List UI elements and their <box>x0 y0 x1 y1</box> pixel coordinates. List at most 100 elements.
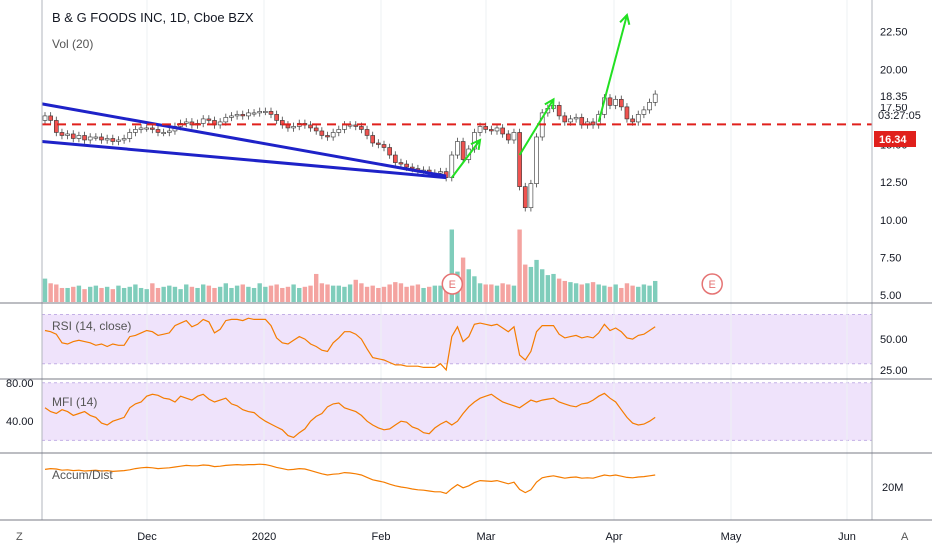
candle-up <box>127 132 133 139</box>
earnings-marker-label: E <box>449 279 456 291</box>
volume-bar <box>381 286 387 302</box>
volume-bar <box>314 273 319 302</box>
volume-bar <box>82 289 87 302</box>
candle-up <box>246 112 251 117</box>
candle-down <box>630 118 635 123</box>
volume-bar <box>201 284 206 302</box>
volume-bar <box>319 283 325 302</box>
volume-bar <box>545 275 551 302</box>
candle-down <box>556 105 562 117</box>
trend-arrow-head-4 <box>544 97 555 110</box>
candle-up <box>647 102 652 111</box>
time-tick-label: Dec <box>137 531 157 543</box>
volume-bar <box>99 287 104 302</box>
candle-down <box>48 115 53 121</box>
price-tick-label: 12.50 <box>880 177 908 189</box>
volume-bar <box>613 284 618 302</box>
mfi-band <box>42 382 872 441</box>
candle-up <box>183 121 189 124</box>
rsi-tick-label: 25.00 <box>880 365 908 377</box>
volume-bar <box>93 285 99 302</box>
volume-bar <box>42 278 48 302</box>
candle-up <box>573 117 579 120</box>
candle-up <box>42 115 48 121</box>
autoscale-button[interactable]: A <box>901 531 909 543</box>
volume-bar <box>421 287 426 302</box>
volume-bar <box>427 286 432 302</box>
volume-bar <box>342 286 347 302</box>
volume-bar <box>387 284 392 302</box>
volume-bar <box>636 286 641 302</box>
volume-bar <box>347 284 353 302</box>
volume-bar <box>121 287 127 302</box>
volume-bar <box>624 283 630 302</box>
candle-down <box>607 97 613 106</box>
candle-up <box>217 121 223 126</box>
candle-up <box>144 127 149 130</box>
candle-down <box>618 99 624 108</box>
volume-bar <box>229 287 234 302</box>
price-tick-label: 20.00 <box>880 64 908 76</box>
trendline-0 <box>41 102 447 178</box>
volume-bar <box>234 285 240 302</box>
rsi-legend: RSI (14, close) <box>52 319 131 333</box>
candle-down <box>206 118 212 121</box>
timezone-button[interactable]: Z <box>16 531 23 543</box>
volume-bar <box>330 285 336 302</box>
volume-bar <box>472 276 477 302</box>
volume-bar <box>585 283 590 302</box>
volume-bar <box>528 266 534 302</box>
candle-up <box>534 136 539 184</box>
candle-up <box>641 109 647 115</box>
indicator-lines <box>44 317 656 495</box>
rsi-tick-label: 50.00 <box>880 334 908 346</box>
volume-bar <box>257 283 262 302</box>
volume-bar <box>54 284 59 302</box>
price-tick-label: 5.00 <box>880 290 901 302</box>
candle-down <box>398 162 404 165</box>
volume-bar <box>359 283 364 302</box>
candle-down <box>359 126 364 130</box>
rsi-line <box>44 317 656 372</box>
candle-down <box>624 106 630 120</box>
volume-bar <box>602 285 607 302</box>
volume-bar <box>172 286 178 302</box>
volume-bar <box>189 286 195 302</box>
volume-bar <box>325 284 330 302</box>
volume-bar <box>590 282 596 302</box>
volume-bar <box>133 284 138 302</box>
volume-bar <box>59 287 65 302</box>
mfi-tick-label: 40.00 <box>6 416 34 428</box>
volume-bar <box>641 284 647 302</box>
candle-up <box>167 130 172 133</box>
volume-bar <box>144 289 149 302</box>
candle-down <box>590 121 596 126</box>
candle-down <box>392 154 398 163</box>
volume-bar <box>466 269 471 302</box>
volume-bar <box>217 286 223 302</box>
candle-up <box>438 171 443 174</box>
candle-down <box>313 127 319 132</box>
candle-up <box>223 117 229 123</box>
candle-up <box>336 129 342 133</box>
trendline-1 <box>41 139 447 180</box>
volume-bar <box>393 282 398 302</box>
volume-bar <box>404 286 409 302</box>
candle-down <box>70 133 76 139</box>
volume-bar <box>494 285 500 302</box>
volume-bar <box>511 285 517 302</box>
volume-bar <box>483 284 488 302</box>
candle-up <box>133 129 138 133</box>
volume-bar <box>653 280 658 302</box>
candle-down <box>150 127 155 130</box>
time-tick-label: Jun <box>838 531 856 543</box>
volume-bar <box>449 229 454 302</box>
volume-bar <box>161 286 166 302</box>
volume-legend: Vol (20) <box>52 37 93 51</box>
volume-bar <box>630 285 635 302</box>
volume-bar <box>178 289 183 302</box>
candle-up <box>494 127 500 132</box>
candle-up <box>161 132 166 134</box>
